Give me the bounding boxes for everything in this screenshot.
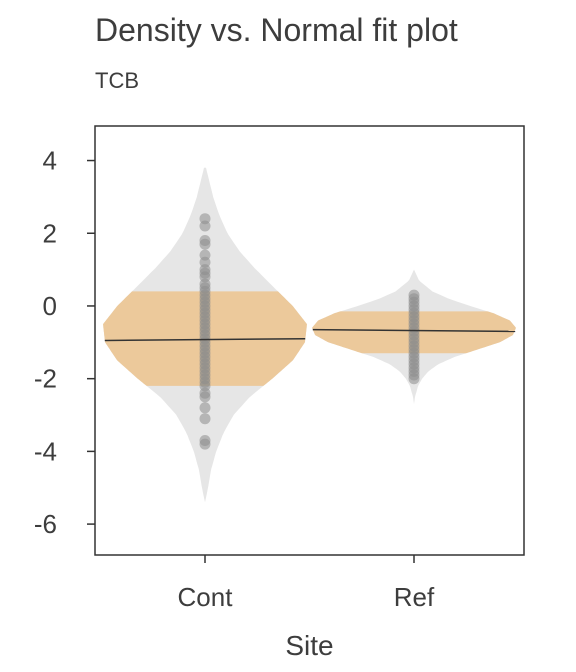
data-point [199,402,211,414]
y-tick-label: 0 [43,291,57,321]
chart-subtitle: TCB [95,68,139,93]
data-point [199,238,211,250]
data-point [199,413,211,425]
y-tick-label: -2 [34,364,57,394]
y-tick-label: -4 [34,436,57,466]
data-point [199,438,211,450]
x-tick-label: Cont [178,582,234,612]
y-tick-label: 2 [43,218,57,248]
y-tick-label: -6 [34,509,57,539]
x-tick-label: Ref [394,582,435,612]
median-line-cont [104,337,306,342]
data-point [408,373,420,385]
median-line-ref [312,328,516,333]
chart-title: Density vs. Normal fit plot [95,12,458,48]
plot-border [94,125,525,556]
data-point [199,220,211,232]
y-tick-label: 4 [43,146,57,176]
data-point [199,391,211,403]
x-axis-title: Site [285,630,333,661]
